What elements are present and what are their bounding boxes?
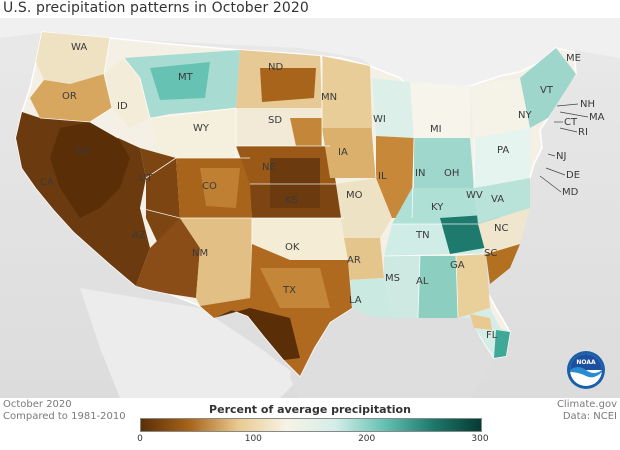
state-label-ky: KY [431, 202, 444, 213]
state-label-tx: TX [282, 285, 296, 296]
state-label-fl: FL [486, 330, 498, 341]
state-label-nj: NJ [556, 151, 566, 162]
map-svg: WA OR CA NV ID MT WY UT AZ CO NM ND SD N… [0, 18, 620, 398]
mexico-land [80, 288, 300, 398]
state-label-ct: CT [564, 117, 578, 128]
state-label-ri: RI [578, 127, 588, 138]
state-label-ut: UT [139, 173, 153, 184]
gulf-water [290, 308, 500, 398]
state-label-la: LA [349, 295, 362, 306]
state-label-oh: OH [444, 168, 459, 179]
state-label-wa: WA [71, 42, 87, 53]
state-label-ms: MS [385, 273, 400, 284]
state-label-md: MD [562, 187, 579, 198]
state-label-ca: CA [40, 177, 54, 188]
footer-month: October 2020 [3, 399, 72, 410]
state-label-ar: AR [347, 255, 361, 266]
legend-color-bar [140, 418, 482, 432]
precipitation-map: WA OR CA NV ID MT WY UT AZ CO NM ND SD N… [0, 18, 620, 398]
canada-land [0, 18, 620, 98]
state-label-in: IN [415, 168, 425, 179]
state-label-vt: VT [540, 85, 554, 96]
legend-title: Percent of average precipitation [209, 403, 411, 416]
state-label-mo: MO [346, 190, 363, 201]
noaa-logo-icon: NOAA [567, 351, 605, 389]
state-label-ny: NY [518, 110, 532, 121]
state-label-ga: GA [450, 260, 465, 271]
footer-left: October 2020 Compared to 1981-2010 [3, 399, 126, 423]
state-label-sd: SD [268, 115, 282, 126]
footer-data-source: Data: NCEI [562, 411, 617, 422]
state-labels: WA OR CA NV ID MT WY UT AZ CO NM ND SD N… [40, 42, 605, 341]
state-label-mn: MN [321, 92, 337, 103]
state-label-nm: NM [192, 248, 208, 259]
state-label-va: VA [491, 194, 504, 205]
label-leaders [539, 103, 589, 193]
footer-right: Climate.gov Data: NCEI [557, 399, 617, 423]
state-label-mi: MI [430, 124, 442, 135]
state-label-wy: WY [193, 123, 210, 134]
legend-tick-label: 300 [471, 434, 489, 444]
state-label-co: CO [202, 181, 217, 192]
legend-tick-label: 100 [244, 434, 262, 444]
precip-regions [16, 32, 576, 376]
state-label-id: ID [117, 101, 128, 112]
state-label-wv: WV [466, 190, 483, 201]
state-borders [39, 37, 485, 319]
state-label-al: AL [416, 276, 429, 287]
state-label-il: IL [378, 171, 387, 182]
state-label-ia: IA [338, 147, 348, 158]
legend-tick-label: 200 [358, 434, 376, 444]
legend-tick-label: 0 [137, 434, 143, 444]
state-label-nh: NH [580, 99, 595, 110]
noaa-logo-text: NOAA [576, 359, 596, 366]
state-label-nc: NC [494, 223, 508, 234]
state-label-pa: PA [497, 145, 509, 156]
state-label-sc: SC [484, 248, 497, 259]
state-label-de: DE [566, 170, 580, 181]
map-title: U.S. precipitation patterns in October 2… [3, 0, 309, 16]
state-label-or: OR [62, 91, 77, 102]
state-label-wi: WI [373, 114, 386, 125]
footer-baseline: Compared to 1981-2010 [3, 411, 126, 422]
state-label-ne: NE [262, 162, 276, 173]
state-label-me: ME [566, 53, 581, 64]
state-label-ks: KS [285, 195, 298, 206]
state-label-ok: OK [285, 242, 300, 253]
state-label-az: AZ [132, 230, 146, 241]
state-label-nv: NV [76, 146, 90, 157]
state-label-tn: TN [415, 230, 430, 241]
footer-source-site: Climate.gov [556, 399, 617, 410]
state-label-nd: ND [268, 62, 283, 73]
state-label-mt: MT [178, 72, 194, 83]
state-label-ma: MA [589, 112, 605, 123]
